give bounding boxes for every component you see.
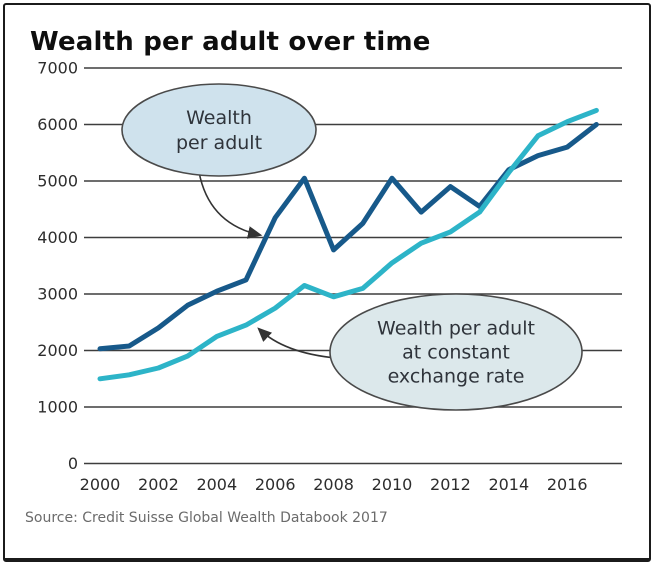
- series-layer: [97, 107, 599, 382]
- callout-ellipse-2: [329, 293, 583, 411]
- x-tick-label: 2012: [430, 475, 471, 494]
- x-tick-label: 2006: [255, 475, 296, 494]
- y-tick-label: 4000: [37, 228, 78, 247]
- x-tick-label: 2004: [196, 475, 237, 494]
- y-tick-label: 0: [68, 454, 78, 473]
- x-tick-label: 2010: [372, 475, 413, 494]
- x-tick-label: 2014: [488, 475, 529, 494]
- y-tick-label: 7000: [37, 59, 78, 78]
- y-tick-label: 2000: [37, 341, 78, 360]
- callout-label-1: Wealth: [186, 107, 252, 129]
- y-tick-label: 6000: [37, 115, 78, 134]
- y-tick-label: 1000: [37, 398, 78, 417]
- x-tick-label: 2008: [313, 475, 354, 494]
- x-tick-label: 2002: [138, 475, 179, 494]
- x-tick-label: 2016: [547, 475, 588, 494]
- callout-arrow-2: [257, 327, 337, 359]
- callout-arrow-1: [198, 171, 263, 239]
- x-tick-label: 2000: [80, 475, 121, 494]
- source-caption: Source: Credit Suisse Global Wealth Data…: [25, 510, 388, 526]
- y-tick-label: 5000: [37, 172, 78, 191]
- callout-label-1: per adult: [176, 132, 262, 154]
- callout-label-2: at constant: [402, 342, 510, 364]
- wealth-per-adult-at-constant-exchange-rate-line: [97, 107, 599, 382]
- callout-label-2: Wealth per adult: [377, 318, 535, 340]
- grid-layer: 0 1000 2000 3000 4000 5000 6000 7000 2000 2002 200…: [37, 59, 622, 494]
- callout-label-2: exchange rate: [388, 366, 525, 388]
- chart-title: Wealth per adult over time: [30, 27, 431, 58]
- callout-ellipse-1: [121, 83, 317, 177]
- y-tick-label: 3000: [37, 285, 78, 304]
